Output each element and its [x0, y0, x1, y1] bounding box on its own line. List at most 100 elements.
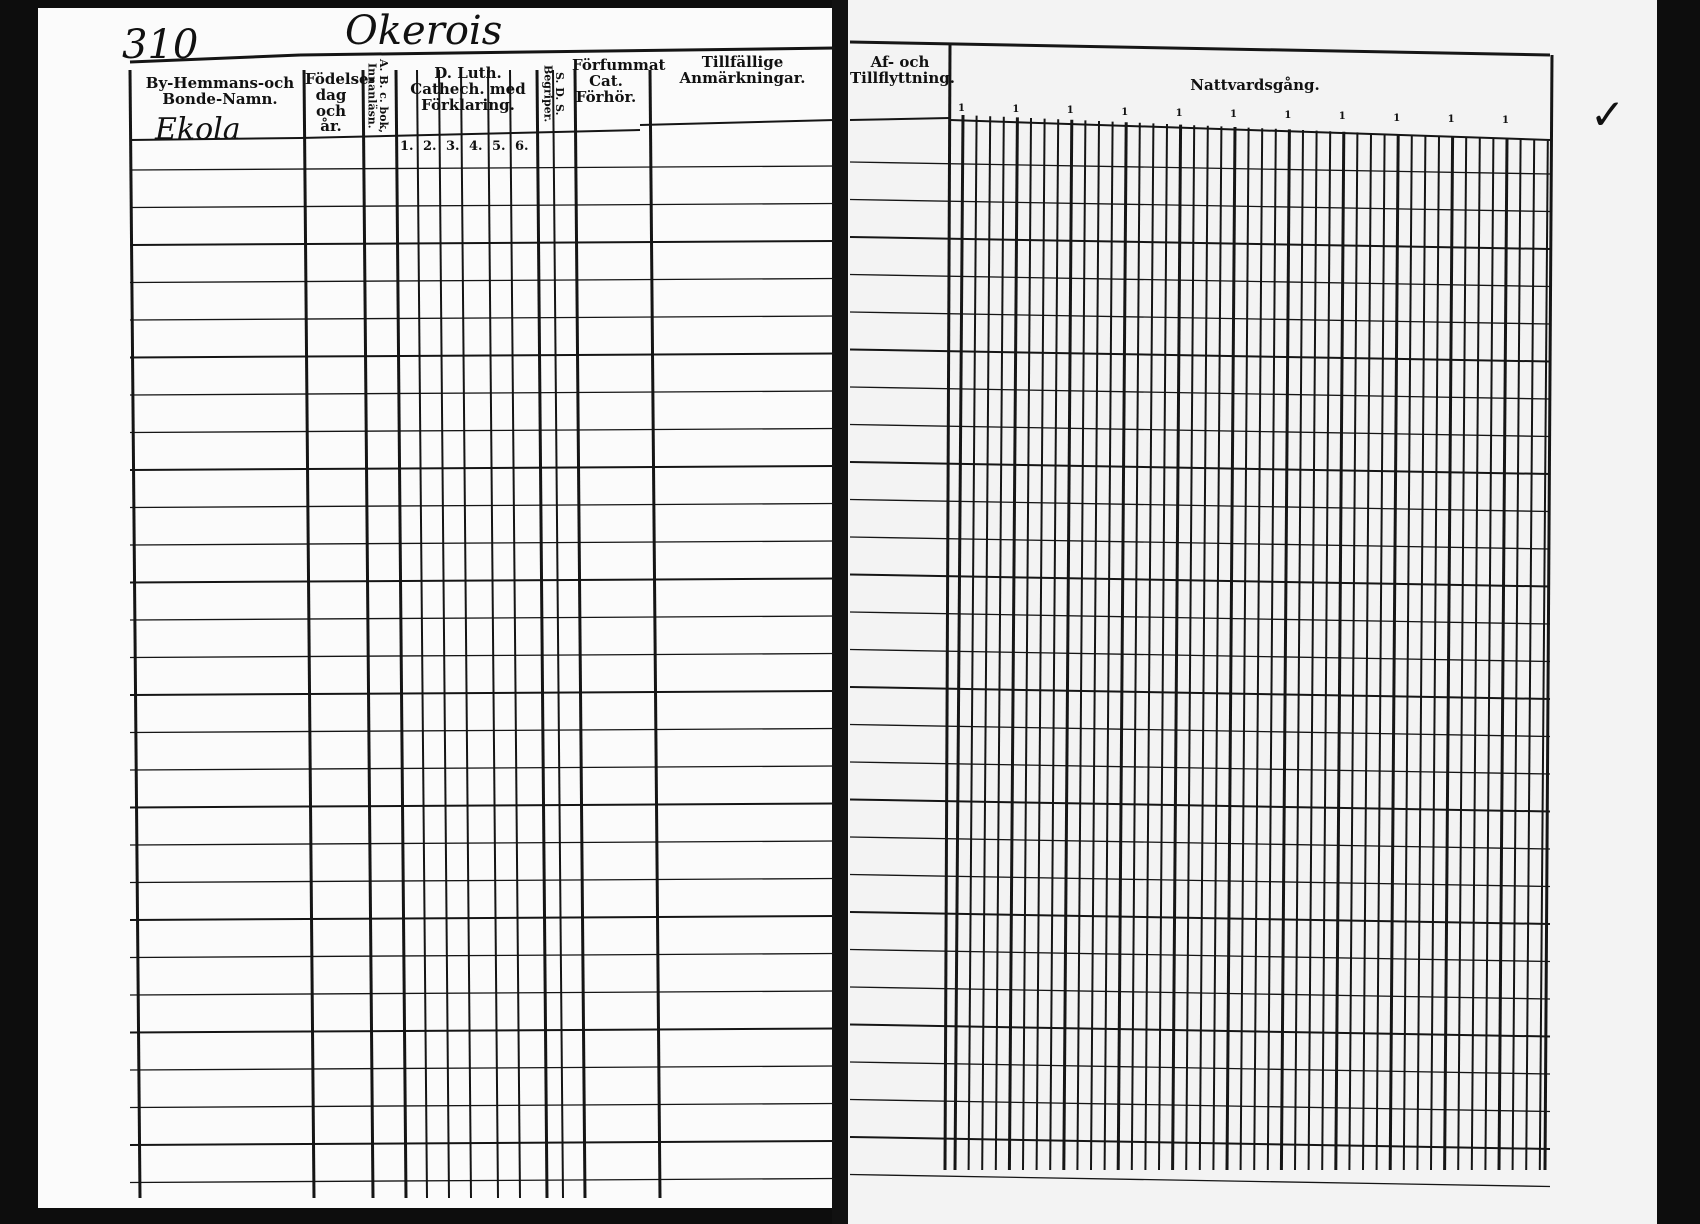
- communion-column-rule: [1497, 138, 1509, 1171]
- row-rule: [129, 765, 836, 771]
- communion-column-rule: [1470, 137, 1481, 1171]
- communion-column-rule: [1294, 129, 1304, 1171]
- row-rule: [129, 727, 836, 734]
- column-rule: [460, 69, 472, 1199]
- row-rule: [129, 165, 836, 171]
- header-farm-name: By-Hemmans-och Bonde-Namn.: [145, 74, 295, 108]
- row-rule: [129, 502, 836, 509]
- row-rule: [129, 877, 836, 884]
- communion-column-rule: [1062, 119, 1074, 1171]
- communion-column-rule: [1185, 125, 1196, 1171]
- communion-column-rule: [1321, 131, 1332, 1171]
- header-catechism: D. Luth. Cathech. med Förklaring.: [410, 64, 526, 114]
- row-rule: [849, 723, 1551, 738]
- row-rule: [849, 1023, 1551, 1038]
- communion-column-rule: [981, 116, 992, 1171]
- communion-marker: 1: [1284, 110, 1292, 122]
- catechism-column-number: 4.: [469, 139, 483, 154]
- top-rule: [299, 46, 836, 57]
- row-rule: [849, 386, 1551, 400]
- row-rule: [849, 911, 1551, 925]
- row-rule: [129, 690, 836, 696]
- top-rule: [129, 53, 301, 64]
- top-rule: [849, 40, 1551, 57]
- column-rule: [648, 69, 662, 1199]
- communion-column-rule: [1362, 132, 1372, 1171]
- row-rule: [849, 873, 1551, 888]
- right-page: [842, 0, 1657, 1224]
- communion-marker: 1: [1230, 109, 1237, 120]
- check-mark: ✓: [1590, 90, 1626, 139]
- row-rule: [849, 986, 1551, 1000]
- parish-name: Okerois: [345, 8, 503, 54]
- column-rule: [302, 69, 316, 1199]
- communion-column-rule: [1457, 137, 1468, 1171]
- communion-marker: 1: [1338, 111, 1346, 123]
- communion-marker: 1: [958, 103, 965, 114]
- row-rule: [849, 1098, 1551, 1113]
- communion-column-rule: [1116, 122, 1128, 1171]
- communion-column-rule: [1103, 121, 1114, 1171]
- row-rule: [849, 686, 1551, 700]
- communion-column-rule: [1279, 129, 1291, 1171]
- row-rule: [849, 798, 1551, 813]
- communion-column-rule: [1334, 131, 1346, 1171]
- communion-column-rule: [1171, 124, 1183, 1171]
- row-rule: [129, 615, 836, 621]
- column-rule: [394, 69, 408, 1199]
- column-rule: [943, 44, 952, 1171]
- row-rule: [849, 498, 1551, 513]
- row-rule: [849, 198, 1551, 213]
- communion-marker: 1: [1502, 115, 1509, 126]
- row-rule: [849, 461, 1551, 475]
- communion-column-rule: [1375, 133, 1386, 1171]
- communion-column-rule: [953, 114, 965, 1171]
- communion-column-rule: [1022, 117, 1032, 1171]
- header-remarks: Tillfällige Anmärkningar.: [679, 53, 806, 87]
- communion-column-rule: [1525, 140, 1536, 1171]
- header-begrip: S. D. S. Begriper.: [541, 64, 567, 123]
- communion-marker: 1: [1066, 105, 1074, 117]
- communion-column-rule: [1007, 117, 1019, 1171]
- row-rule: [849, 648, 1551, 663]
- row-rule: [129, 915, 836, 921]
- catechism-column-number: 6.: [515, 139, 529, 154]
- communion-column-rule: [1239, 127, 1250, 1171]
- header-birth: Födelse-dag och år.: [305, 70, 375, 136]
- catechism-column-number: 1.: [400, 139, 414, 154]
- row-rule: [849, 761, 1551, 775]
- communion-marker: 1: [1175, 107, 1183, 119]
- communion-marker: 1: [1447, 113, 1455, 125]
- column-rule: [416, 69, 428, 1199]
- row-rule: [849, 348, 1551, 363]
- communion-column-rule: [1348, 132, 1359, 1171]
- communion-column-rule: [1130, 122, 1141, 1171]
- catechism-column-number: 5.: [492, 139, 506, 154]
- left-page: [38, 8, 838, 1208]
- row-rule: [129, 202, 836, 209]
- row-rule: [129, 240, 836, 246]
- row-rule: [849, 311, 1551, 325]
- row-rule: [849, 611, 1551, 625]
- row-rule: [129, 990, 836, 996]
- column-rule: [1543, 54, 1554, 1171]
- header-abc-book: A. B. c. bok, Innanläsn.: [365, 59, 391, 133]
- row-rule: [129, 802, 836, 809]
- row-rule: [129, 577, 836, 584]
- row-rule: [849, 536, 1551, 550]
- row-rule: [849, 573, 1551, 588]
- communion-column-rule: [1225, 126, 1237, 1171]
- communion-column-rule: [1158, 123, 1168, 1171]
- communion-column-rule: [1443, 136, 1455, 1171]
- book-spine: [832, 0, 848, 1224]
- row-rule: [129, 465, 836, 471]
- column-rule: [438, 69, 450, 1199]
- village-entry: Ekola: [155, 112, 241, 147]
- catechism-column-number: 2.: [423, 139, 437, 154]
- communion-column-rule: [1076, 120, 1087, 1171]
- communion-column-rule: [1253, 128, 1264, 1171]
- row-rule: [849, 1061, 1551, 1075]
- row-rule: [849, 1173, 1551, 1188]
- communion-marker: 1: [1012, 104, 1020, 116]
